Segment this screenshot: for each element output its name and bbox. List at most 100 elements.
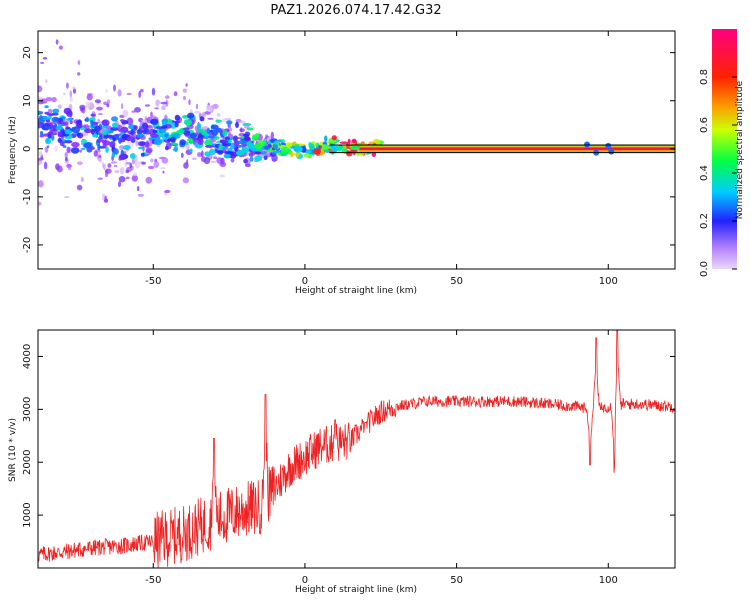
spectrogram-noise-cell: [77, 72, 81, 76]
spectrogram-noise-cell: [125, 169, 130, 174]
spectrogram-noise-cell: [104, 195, 107, 203]
spectrogram-noise-cell: [98, 155, 102, 158]
spectrogram-ridge-cell: [189, 148, 193, 153]
spectrogram-noise-cell: [134, 107, 141, 113]
colorbar-scale: [712, 29, 737, 269]
spectrogram-ridge-cell: [183, 127, 190, 131]
spectrogram-ridge-cell: [170, 142, 178, 146]
spectrogram-noise-cell: [138, 90, 142, 99]
spectrogram-noise-cell: [238, 120, 246, 124]
spectrogram-ridge-cell: [98, 133, 103, 136]
spectrogram-ridge-cell: [204, 151, 211, 157]
snr-x-tick-label: 0: [302, 575, 308, 586]
spectrogram-noise-cell: [147, 165, 155, 170]
spectrogram-noise-cell: [150, 158, 154, 163]
spectrogram-noise-cell: [212, 103, 219, 109]
spectrogram-noise-cell: [107, 163, 112, 168]
spectrogram-y-ticks: -20 -10 0 10 20: [22, 46, 675, 253]
spectrogram-frame: [37, 30, 676, 270]
spectrogram-noise-cell: [119, 166, 125, 175]
spectrogram-noise-cell: [54, 145, 58, 152]
spectrogram-ridge-cell: [39, 134, 44, 138]
spectrogram-ridge-cell: [75, 120, 81, 125]
spectrogram-ridge-cell: [219, 139, 229, 144]
spectrogram-noise-cell: [94, 99, 101, 104]
snr-x-tick-label: 100: [599, 575, 618, 586]
spectrogram-noise-cell: [110, 161, 117, 164]
spectrogram-noise-cell: [105, 168, 112, 174]
spectrogram-ridge-cell: [102, 125, 108, 129]
spectrogram-panel: -50 0 50 100 -20 -10 0 10 20 Height of straight…: [8, 30, 676, 296]
spectrogram-ridge-cell: [229, 142, 235, 149]
spectrogram-ridge-cell: [215, 119, 223, 123]
spectrogram-ridge-cell: [101, 119, 110, 126]
spectrogram-ridge-cell: [94, 125, 101, 133]
spectrogram-ridge-cell: [263, 155, 268, 160]
spectrogram-ridge-cell: [254, 151, 262, 155]
spectrogram-ridge-cell: [324, 135, 328, 142]
spectrogram-noise-cell: [113, 164, 118, 168]
spectrogram-ridge-cell: [301, 146, 307, 153]
spectrogram-noise-cell: [42, 57, 48, 60]
spectrogram-ridge-cell: [45, 137, 52, 145]
spectrogram-ridge-cell: [222, 129, 228, 137]
spectrogram-ridge-cell: [246, 127, 254, 131]
spectrogram-noise-cell: [87, 93, 93, 96]
spectrogram-noise-cell: [77, 161, 83, 165]
spectrogram-noise-cell: [82, 124, 87, 128]
spectrogram-noise-cell: [64, 196, 70, 199]
spectrogram-ridge-cell: [103, 140, 111, 146]
spectrogram-noise-cell: [38, 180, 44, 188]
spectrogram-ridge-cell: [145, 128, 150, 133]
spectrogram-ridge-cell: [52, 108, 60, 114]
spectrogram-noise-cell: [43, 161, 48, 170]
spectrogram-noise-cell: [131, 174, 138, 182]
spectrogram-ridge-cell: [90, 128, 95, 135]
spectrogram-ridge-cell: [71, 141, 80, 148]
spectrogram-noise-cell: [144, 104, 151, 107]
spectrogram-noise-cell: [38, 160, 41, 166]
spectrogram-ridge-cell: [217, 150, 224, 155]
spectrogram-ridge-cell: [320, 144, 329, 151]
spectrogram-noise-cell: [213, 156, 218, 159]
spectrogram-y-tick-label: 0: [22, 146, 33, 152]
spectrogram-ridge-cell: [224, 136, 230, 141]
spectrogram-ridge-cell: [235, 121, 239, 128]
spectrogram-ridge-cell: [213, 136, 220, 140]
spectrogram-noise-cell: [66, 82, 69, 89]
spectrogram-noise-cell: [67, 166, 72, 171]
spectrogram-noise-cell: [134, 160, 141, 169]
spectrogram-noise-cell: [227, 123, 231, 128]
spectrogram-ridge-cell: [240, 135, 245, 140]
spectrogram-noise-cell: [81, 177, 84, 183]
spectrogram-y-tick-label: 20: [22, 46, 33, 59]
spectrogram-ridge-cell: [237, 140, 247, 145]
colorbar-label: Normalized spectral amplitude: [735, 80, 745, 219]
spectrogram-noise-cell: [42, 99, 47, 103]
spectrogram-x-tick-label: -50: [145, 276, 161, 287]
spectrogram-noise-cell: [135, 140, 139, 147]
spectrogram-ridge-cell: [97, 143, 101, 151]
spectrogram-ridge-cell: [179, 139, 186, 146]
spectrogram-ridge-cell: [183, 130, 191, 136]
spectrogram-noise-cell: [117, 89, 122, 97]
spectrogram-ridge-cell: [223, 153, 231, 159]
spectrogram-noise-cell: [161, 157, 169, 164]
spectrogram-ridge-cell: [109, 141, 116, 148]
spectrogram-noise-cell: [157, 100, 161, 104]
spectrogram-ridge-cell: [260, 151, 267, 155]
spectrogram-noise-cell: [58, 45, 64, 50]
spectrogram-ridge-cell: [235, 150, 245, 157]
spectrogram-noise-cell: [265, 134, 269, 139]
spectrogram-noise-cell: [79, 104, 86, 110]
spectrogram-noise-cell: [270, 131, 274, 140]
spectrogram-ridge-cell: [58, 119, 62, 123]
spectrogram-noise-cell: [219, 174, 226, 178]
spectrogram-ridge-cell: [112, 136, 116, 142]
spectrogram-noise-cell: [55, 39, 59, 45]
spectrogram-ridge-cell: [55, 125, 64, 131]
spectrogram-noise-cell: [195, 103, 199, 110]
spectrogram-ridge-cell: [46, 113, 56, 116]
spectrogram-noise-cell: [136, 186, 140, 192]
spectrogram-ridge-cell: [309, 143, 315, 150]
